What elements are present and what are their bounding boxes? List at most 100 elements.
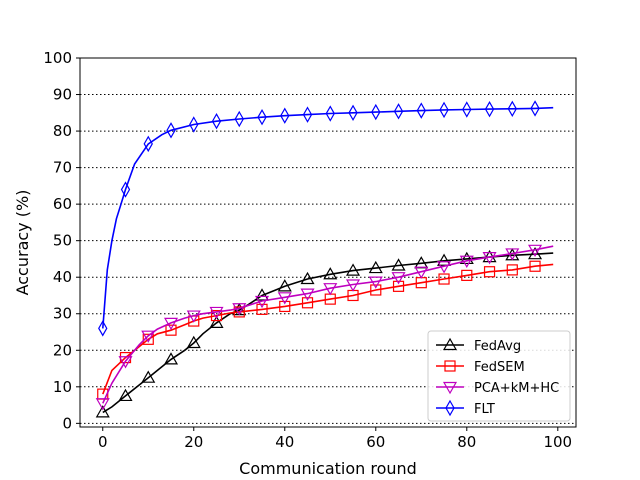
data-point: [345, 279, 361, 292]
data-point: [437, 261, 452, 274]
data-point: [507, 100, 517, 117]
data-point: [368, 276, 383, 289]
ticks-layer: 0 10 20 30 40 50 60 70 80 90 100 0 20 40 60 80 100: [43, 49, 572, 451]
legend-entry-fedavg: FedAvg: [436, 337, 521, 354]
data-point: [325, 105, 335, 122]
legend-marker: [445, 399, 455, 417]
y-tick-label: 90: [53, 86, 72, 104]
data-point: [254, 295, 270, 309]
series-pca-km-hc: [95, 244, 554, 411]
data-point: [462, 101, 472, 118]
data-point: [233, 306, 245, 318]
legend-marker: [442, 337, 458, 351]
data-point: [414, 266, 429, 279]
data-point: [461, 269, 473, 281]
legend-label: PCA+kM+HC: [474, 381, 559, 396]
data-point: [323, 283, 338, 296]
data-point: [301, 297, 314, 309]
y-tick-label: 40: [53, 268, 72, 286]
data-point: [505, 248, 520, 261]
data-point: [209, 306, 224, 320]
series-layer: [95, 100, 554, 418]
data-point: [120, 181, 131, 198]
data-point: [211, 112, 222, 130]
data-point: [186, 335, 201, 349]
legend-entry-flt: FLT: [436, 399, 495, 417]
data-point: [256, 303, 268, 315]
data-point: [143, 135, 153, 153]
y-tick-label: 80: [53, 122, 72, 140]
data-point: [98, 320, 108, 337]
data-point: [141, 370, 156, 383]
data-point: [186, 310, 201, 323]
legend: FedAvg FedSEM PCA+kM+HC FLT: [427, 330, 571, 422]
x-tick-label: 40: [275, 433, 294, 451]
data-point: [392, 280, 405, 292]
data-point: [370, 284, 382, 296]
data-point: [165, 324, 177, 336]
data-point: [484, 100, 495, 118]
data-point: [254, 288, 270, 301]
data-point: [506, 264, 518, 276]
data-point: [416, 102, 426, 119]
data-point: [348, 104, 358, 122]
data-point: [438, 273, 450, 285]
x-tick-label: 20: [184, 433, 203, 451]
y-axis-label: Accuracy (%): [13, 190, 32, 296]
data-point: [189, 116, 199, 133]
data-point: [280, 107, 290, 124]
y-tick-label: 30: [53, 305, 72, 323]
data-point: [371, 103, 381, 121]
data-point: [257, 108, 267, 126]
data-point: [530, 100, 540, 117]
y-tick-label: 70: [53, 159, 72, 177]
legend-label: FLT: [474, 402, 495, 417]
data-point: [393, 103, 404, 120]
y-tick-label: 60: [53, 195, 72, 213]
data-point: [368, 260, 383, 274]
series-flt: [98, 100, 554, 337]
data-point: [528, 246, 543, 260]
data-point: [234, 110, 244, 128]
data-point: [210, 309, 223, 322]
legend-label: FedSEM: [474, 360, 525, 375]
series-line: [102, 106, 554, 329]
data-point: [482, 252, 497, 265]
data-point: [95, 405, 110, 418]
data-point: [163, 352, 179, 365]
data-point: [277, 279, 292, 292]
data-point: [302, 106, 313, 123]
data-point: [323, 267, 338, 280]
legend-box: [427, 330, 571, 422]
legend-entry-fedsem: FedSEM: [436, 360, 525, 375]
data-point: [459, 255, 474, 268]
data-point: [232, 303, 247, 316]
data-point: [529, 260, 541, 272]
data-point: [528, 244, 543, 258]
data-point: [300, 288, 315, 301]
data-point: [277, 292, 292, 305]
x-axis-label: Communication round: [239, 459, 417, 478]
data-point: [166, 122, 176, 139]
data-point: [345, 263, 361, 276]
data-point: [437, 253, 452, 266]
x-tick-label: 60: [366, 433, 385, 451]
data-point: [279, 300, 291, 313]
data-point: [118, 356, 133, 369]
series-line: [102, 245, 554, 404]
y-tick-label: 20: [53, 341, 72, 359]
legend-marker: [442, 381, 458, 395]
y-tick-label: 0: [62, 414, 72, 432]
y-tick-label: 100: [43, 49, 72, 67]
series-line: [102, 252, 554, 414]
data-point: [391, 272, 406, 285]
x-tick-label: 100: [543, 433, 572, 451]
legend-marker: [444, 360, 456, 372]
y-tick-label: 50: [53, 232, 72, 250]
data-point: [209, 315, 224, 328]
data-point: [141, 330, 156, 343]
axes-frame: [79, 57, 577, 428]
data-point: [459, 251, 474, 265]
x-tick-label: 0: [98, 433, 108, 451]
